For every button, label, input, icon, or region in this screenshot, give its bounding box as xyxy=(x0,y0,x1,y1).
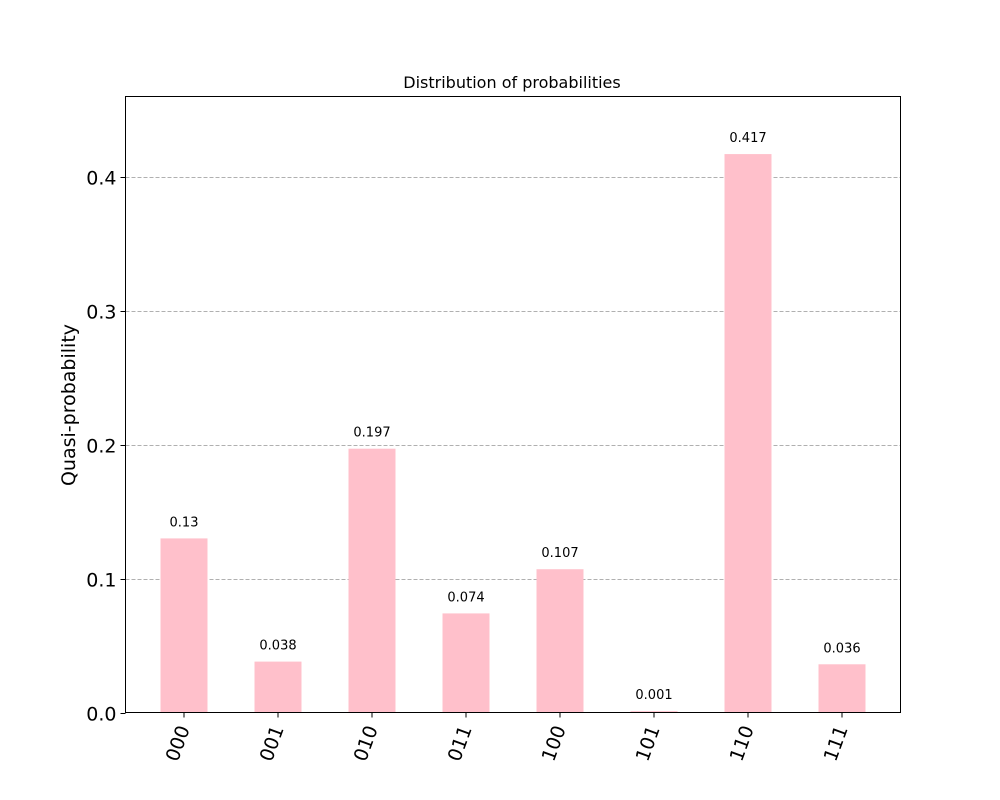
x-tick-label: 110 xyxy=(726,723,759,765)
x-tick-label: 010 xyxy=(350,723,383,765)
bar-value-label: 0.417 xyxy=(729,131,766,146)
x-tick-label: 111 xyxy=(820,723,853,765)
y-tick-label: 0.0 xyxy=(86,704,116,726)
y-axis-ticks: 0.0 0.1 0.2 0.3 0.4 xyxy=(86,168,126,726)
bar-value-label: 0.107 xyxy=(541,546,578,561)
bar-value-label: 0.001 xyxy=(635,688,672,703)
plot-frame xyxy=(125,96,901,713)
y-tick-label: 0.2 xyxy=(86,436,116,458)
x-axis-ticks: 000 001 010 011 100 101 110 111 xyxy=(162,712,853,765)
x-tick-label: 100 xyxy=(538,723,571,765)
bar-111 xyxy=(818,664,866,713)
x-tick-label: 001 xyxy=(256,723,289,765)
grid-lines xyxy=(125,177,901,580)
bar-value-label: 0.038 xyxy=(259,639,296,654)
bar-110 xyxy=(724,154,772,713)
bar-value-label: 0.036 xyxy=(823,641,860,656)
y-tick-label: 0.1 xyxy=(86,570,116,592)
bar-value-label: 0.13 xyxy=(170,515,199,530)
chart-title: Distribution of probabilities xyxy=(403,73,620,92)
bar-value-label: 0.197 xyxy=(353,426,390,441)
bar-011 xyxy=(442,613,490,713)
x-tick-label: 011 xyxy=(444,723,477,765)
bar-001 xyxy=(254,661,302,713)
bar-value-label: 0.074 xyxy=(447,590,484,605)
bar-000 xyxy=(160,538,208,713)
x-tick-label: 000 xyxy=(162,723,195,765)
y-tick-label: 0.3 xyxy=(86,302,116,324)
bars xyxy=(160,154,866,713)
bar-value-labels: 0.13 0.038 0.197 0.074 0.107 0.001 0.417 0.036 xyxy=(170,131,861,703)
bar-101 xyxy=(630,711,678,713)
bar-010 xyxy=(348,448,396,713)
x-tick-label: 101 xyxy=(632,723,665,765)
y-tick-label: 0.4 xyxy=(86,168,116,190)
y-axis-label: Quasi-probability xyxy=(58,324,80,486)
bar-100 xyxy=(536,569,584,713)
